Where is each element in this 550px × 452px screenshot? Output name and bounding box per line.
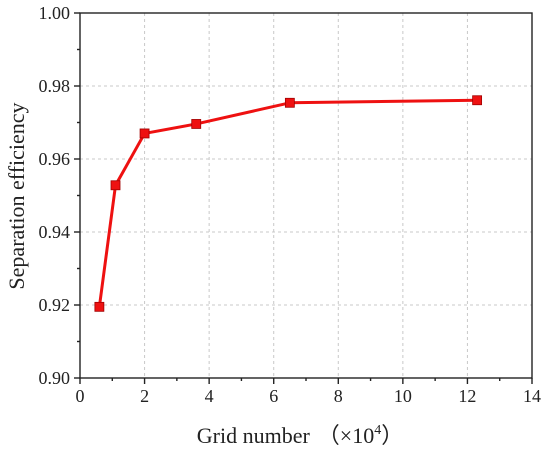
x-axis-title: Grid number （×104） (197, 423, 403, 448)
y-axis-title: Separation efficiency (4, 102, 29, 289)
x-axis-unit-exponent: 4 (374, 423, 381, 438)
y-tick-label: 0.90 (39, 368, 71, 388)
x-tick-label: 4 (205, 386, 214, 406)
series (94, 95, 483, 312)
y-tick-label: 1.00 (39, 3, 71, 23)
axis-ticks: 0 2 4 6 8 10 12 14 0.90 0.92 0.94 0.96 0.98 1.00 (39, 3, 542, 406)
y-tick-label: 0.96 (39, 149, 71, 169)
x-tick-label: 6 (269, 386, 278, 406)
x-axis-unit: （×10 (318, 423, 374, 448)
data-point-marker (110, 180, 121, 191)
y-tick-label: 0.92 (39, 295, 71, 315)
x-tick-label: 10 (394, 386, 412, 406)
series-line (97, 98, 478, 308)
x-tick-label: 8 (334, 386, 343, 406)
y-tick-label: 0.94 (39, 222, 71, 242)
x-axis-unit-close: ） (381, 423, 403, 448)
x-tick-label: 12 (458, 386, 476, 406)
y-tick-label: 0.98 (39, 76, 71, 96)
data-point-marker (191, 119, 202, 129)
grid (80, 13, 532, 378)
x-tick-label: 14 (523, 386, 541, 406)
data-point-marker (284, 97, 295, 108)
x-tick-label: 0 (76, 386, 85, 406)
data-point-marker (472, 95, 483, 106)
plot-frame (79, 12, 533, 379)
x-tick-label: 2 (140, 386, 149, 406)
plot-border (79, 12, 533, 379)
x-axis-title-text: Grid number (197, 423, 311, 448)
data-point-marker (94, 301, 105, 312)
data-point-marker (139, 128, 150, 139)
